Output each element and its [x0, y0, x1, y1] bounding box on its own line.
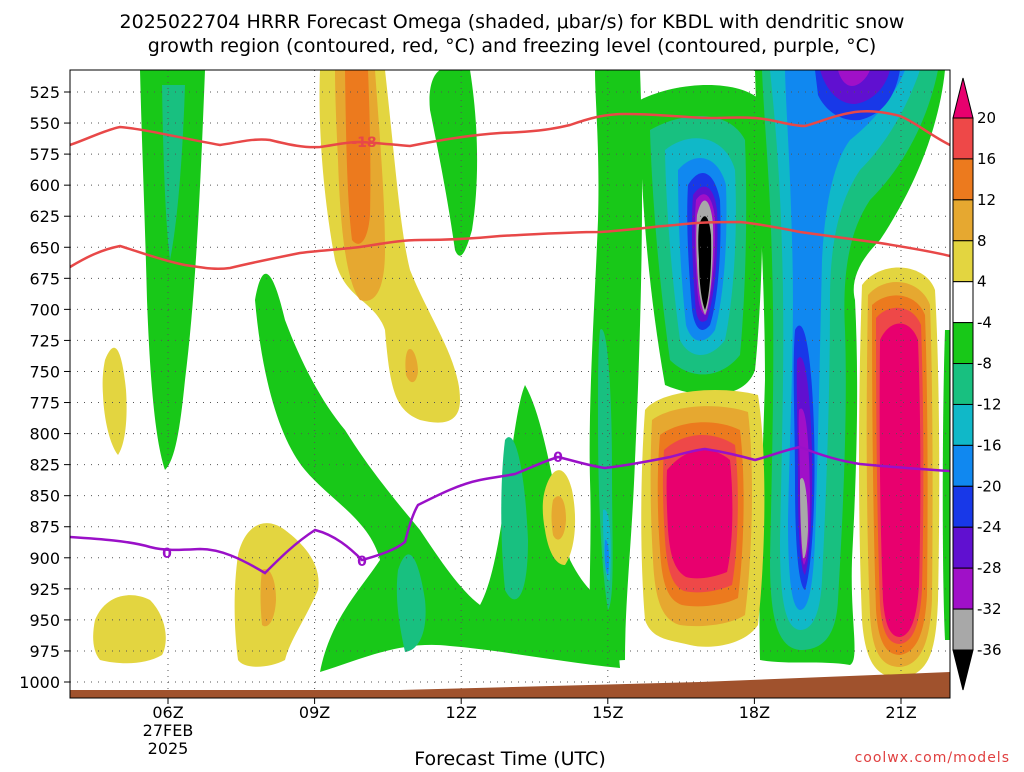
y-tick-label: 700	[29, 300, 60, 319]
omega-region-blue-19z	[785, 70, 905, 610]
x-tick-label: 15Z	[592, 703, 623, 722]
omega-region-teal-lower-2	[501, 437, 528, 600]
y-tick-label: 1000	[19, 673, 60, 692]
colorbar-segment	[952, 281, 974, 324]
freezing-level-label-1: 0	[162, 546, 172, 562]
y-tick-label: 575	[29, 145, 60, 164]
colorbar-segment	[952, 322, 974, 365]
plot-frame	[69, 69, 951, 699]
dgz-contour-upper	[70, 109, 950, 149]
x-tick-label: 09Z	[299, 703, 330, 722]
chart-title-line-1: 2025022704 HRRR Forecast Omega (shaded, …	[120, 11, 905, 33]
omega-region-gold-08z	[260, 569, 276, 627]
omega-region-pink-17z	[666, 449, 733, 579]
colorbar: 20 16 12 8 4 -4 -8 -12 -16 -20 -24 -28 -32 -36	[952, 77, 1002, 691]
omega-region-yellow-05z-lower	[93, 595, 166, 664]
y-axis: 525 550 575 600 625 650 675 700 725 750 775 800 825 8…	[19, 83, 70, 692]
colorbar-segment	[952, 240, 974, 283]
y-tick-label: 800	[29, 425, 60, 444]
omega-region-teal-lower-1	[396, 554, 426, 652]
freezing-level-contour	[70, 445, 950, 575]
colorbar-segment	[952, 526, 974, 569]
omega-region-green-lower	[255, 273, 620, 672]
y-tick-label: 750	[29, 362, 60, 381]
x-tick-label: 18Z	[739, 703, 770, 722]
colorbar-segment	[952, 403, 974, 446]
freezing-level-label-3: 0	[553, 450, 563, 466]
colorbar-segment	[952, 608, 974, 651]
omega-field-shading	[140, 70, 950, 672]
colorbar-label: -4	[977, 314, 992, 332]
omega-region-blue-15z	[604, 539, 609, 575]
x-tick-label: 06Z	[152, 703, 183, 722]
y-tick-label: 675	[29, 269, 60, 288]
colorbar-label: -16	[977, 436, 1002, 454]
colorbar-bottom-triangle	[952, 649, 974, 691]
y-tick-label: 900	[29, 549, 60, 568]
y-tick-label: 650	[29, 238, 60, 257]
omega-region-gold-14z	[551, 496, 566, 540]
colorbar-segment	[952, 117, 974, 160]
omega-region-gray-19z	[800, 478, 808, 559]
y-tick-label: 850	[29, 487, 60, 506]
colorbar-label: 8	[977, 232, 987, 250]
x-tick-label: 12Z	[446, 703, 477, 722]
x-axis-date-line-2: 2025	[148, 739, 189, 758]
colorbar-segment	[952, 485, 974, 528]
omega-region-yellow-08z	[234, 523, 319, 667]
y-tick-label: 600	[29, 176, 60, 195]
omega-region-black-upper-17z	[698, 216, 712, 310]
y-tick-label: 525	[29, 83, 60, 102]
colorbar-label: -8	[977, 355, 992, 373]
omega-region-green-06z	[140, 70, 205, 470]
y-tick-label: 550	[29, 114, 60, 133]
colorbar-label: -20	[977, 477, 1002, 495]
colorbar-label: 12	[977, 191, 996, 209]
colorbar-segment	[952, 158, 974, 201]
y-tick-label: 775	[29, 394, 60, 413]
colorbar-top-triangle	[952, 77, 974, 119]
x-tick-label: 21Z	[885, 703, 916, 722]
omega-region-green-edge	[942, 330, 950, 640]
colorbar-label: 4	[977, 273, 987, 291]
y-tick-label: 625	[29, 207, 60, 226]
colorbar-segment	[952, 444, 974, 487]
x-axis: 06Z 09Z 12Z 15Z 18Z 21Z	[152, 698, 917, 722]
colorbar-label: -28	[977, 559, 1002, 577]
dgz-contour-lower	[70, 220, 950, 271]
colorbar-segment	[952, 199, 974, 242]
colorbar-label: 20	[977, 109, 996, 127]
x-axis-date-line-1: 27FEB	[143, 721, 194, 740]
colorbar-label: -36	[977, 641, 1002, 659]
credit-text: coolwx.com/models	[855, 750, 1010, 766]
colorbar-label: 16	[977, 150, 996, 168]
y-tick-label: 925	[29, 580, 60, 599]
colorbar-segment	[952, 567, 974, 610]
omega-region-orange-10z	[345, 70, 371, 244]
colorbar-label: -24	[977, 518, 1002, 536]
colorbar-label: -12	[977, 395, 1002, 413]
dgz-contour-label: -18	[351, 135, 376, 151]
freezing-level-label-2: 0	[357, 554, 367, 570]
omega-region-pink-21z	[879, 323, 921, 637]
omega-region-green-upper-11z	[429, 70, 478, 256]
y-tick-label: 725	[29, 331, 60, 350]
omega-region-yellow-05z	[102, 347, 127, 455]
y-tick-label: 975	[29, 642, 60, 661]
x-axis-title: Forecast Time (UTC)	[414, 748, 605, 768]
y-tick-label: 950	[29, 611, 60, 630]
plot-area: -18 0 0 0	[70, 70, 950, 698]
colorbar-segment	[952, 363, 974, 405]
y-tick-label: 875	[29, 518, 60, 537]
colorbar-label: -32	[977, 600, 1002, 618]
ground-terrain	[70, 672, 950, 698]
y-tick-label: 825	[29, 456, 60, 475]
omega-region-teal-06z	[162, 85, 185, 260]
omega-region-gold-10z-small	[405, 349, 418, 383]
chart-title-line-2: growth region (contoured, red, °C) and f…	[148, 35, 877, 57]
